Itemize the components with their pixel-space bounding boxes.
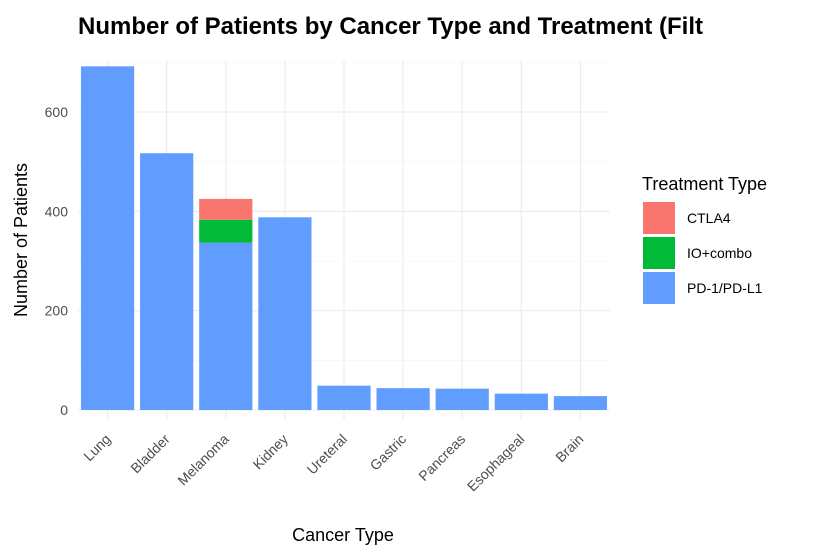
x-tick-label: Kidney bbox=[249, 431, 291, 473]
legend: Treatment Type CTLA4 IO+combo PD-1/PD-L1 bbox=[642, 174, 767, 304]
x-tick-label: Pancreas bbox=[415, 431, 468, 484]
legend-title: Treatment Type bbox=[642, 174, 767, 194]
y-axis-title: Number of Patients bbox=[11, 163, 31, 317]
legend-label: IO+combo bbox=[687, 245, 752, 261]
bar-bladder-pd-1-pd-l1 bbox=[140, 153, 194, 410]
chart-title: Number of Patients by Cancer Type and Tr… bbox=[78, 13, 703, 40]
legend-key bbox=[643, 272, 675, 304]
bar-ureteral-pd-1-pd-l1 bbox=[317, 385, 371, 410]
x-tick-label: Bladder bbox=[127, 431, 173, 477]
bar-lung-pd-1-pd-l1 bbox=[80, 66, 135, 410]
legend-key bbox=[643, 237, 675, 269]
bar-melanoma-io-combo bbox=[199, 219, 253, 243]
bar-brain-pd-1-pd-l1 bbox=[553, 396, 608, 410]
bars bbox=[80, 66, 608, 410]
x-tick-label: Esophageal bbox=[464, 431, 528, 495]
legend-label: CTLA4 bbox=[687, 210, 731, 226]
bar-melanoma-ctla4 bbox=[199, 198, 253, 220]
bar-melanoma-pd-1-pd-l1 bbox=[199, 242, 253, 410]
x-tick-label: Brain bbox=[552, 431, 586, 465]
x-tick-label: Lung bbox=[80, 431, 113, 464]
x-tick-label: Melanoma bbox=[174, 431, 232, 489]
y-tick-label: 0 bbox=[60, 402, 68, 418]
x-axis: Lung Bladder Melanoma Kidney Ureteral Gastric… bbox=[80, 431, 586, 495]
bar-kidney-pd-1-pd-l1 bbox=[258, 217, 312, 410]
x-tick-label: Gastric bbox=[367, 431, 410, 474]
y-tick-label: 400 bbox=[45, 203, 69, 219]
bar-esophageal-pd-1-pd-l1 bbox=[494, 393, 548, 410]
bar-gastric-pd-1-pd-l1 bbox=[376, 388, 430, 410]
legend-key bbox=[643, 202, 675, 234]
legend-label: PD-1/PD-L1 bbox=[687, 280, 763, 296]
bar-pancreas-pd-1-pd-l1 bbox=[435, 388, 489, 410]
x-axis-title: Cancer Type bbox=[292, 525, 394, 545]
y-tick-label: 600 bbox=[45, 104, 69, 120]
y-axis: 0 200 400 600 bbox=[45, 104, 69, 418]
x-tick-label: Ureteral bbox=[304, 431, 351, 478]
y-tick-label: 200 bbox=[45, 303, 69, 319]
